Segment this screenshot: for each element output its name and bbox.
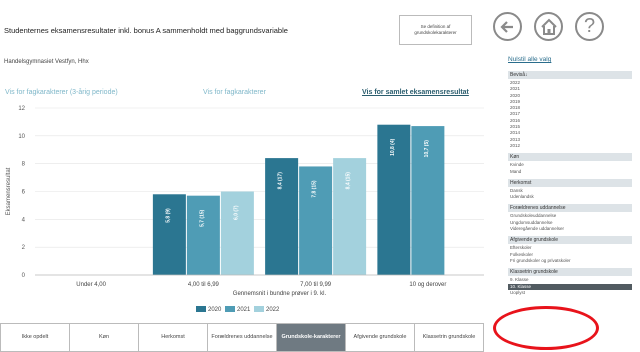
tab-samlet-eksamensresultat[interactable]: Vis for samlet eksamensresultat: [362, 89, 469, 96]
filter-group: Klassetrin grundskole 9. Klasse 10. Klasse…: [508, 268, 632, 296]
page-title: Studenternes eksamensresultater inkl. bo…: [4, 26, 288, 35]
filter-item[interactable]: 2012: [510, 142, 521, 148]
filter-group: Herkomst Dansk Udenlandsk: [508, 178, 632, 201]
filter-item[interactable]: Dansk: [510, 187, 523, 193]
filter-group-header: Klassetrin grundskole: [508, 268, 632, 277]
filter-item[interactable]: Udenlandsk: [510, 194, 534, 200]
bar-data-label: 7,8 (15): [312, 180, 318, 198]
filter-item[interactable]: 9. Klasse: [510, 277, 529, 283]
filter-item[interactable]: 2020: [510, 92, 521, 98]
filter-item[interactable]: Ungdomsuddannelse: [510, 219, 553, 225]
tab-foraeldrenes-uddannelse[interactable]: Forældrenes uddannelse: [207, 323, 276, 352]
filter-item[interactable]: Efterskoler: [510, 245, 532, 251]
filter-item[interactable]: 2017: [510, 111, 521, 117]
tab-fagkarakterer-3aar[interactable]: Vis for fagkarakterer (3-årig periode): [5, 89, 118, 96]
legend-entry: 2021: [237, 307, 251, 313]
y-tick-label: 2: [22, 245, 26, 251]
reset-filters-link[interactable]: Nulstil alle valg: [508, 56, 552, 63]
filter-group-header: Forældrenes uddannelse: [508, 204, 632, 213]
filter-item[interactable]: Uoplyst: [510, 289, 526, 295]
filter-item[interactable]: Mand: [510, 168, 522, 174]
filter-item[interactable]: 2013: [510, 136, 521, 142]
filter-item[interactable]: Grundskoleuddannelse: [510, 213, 557, 219]
x-tick-label: Under 4,00: [76, 282, 106, 288]
filter-item[interactable]: 10. Klasse: [508, 283, 632, 290]
bar-data-label: 6,0 (7): [233, 205, 239, 220]
bar: [299, 166, 333, 275]
filter-item[interactable]: Folkeskoler: [510, 251, 534, 257]
tab-koen[interactable]: Køn: [69, 323, 138, 352]
bar-chart: 0 2 4 6 8 10 12 Eksamensresultat Under 4,00 4,00 …: [6, 106, 484, 313]
y-tick-label: 12: [18, 106, 25, 112]
filter-sidebar: Nulstil alle valg Beviså↓ 2022 2021 2020 201…: [508, 56, 632, 300]
bar: [265, 158, 299, 275]
bar: [333, 158, 367, 275]
filter-item[interactable]: 2015: [510, 124, 521, 130]
bar: [152, 194, 186, 275]
institution-name: Handelsgymnasiet Vestfyn, Hhx: [4, 59, 89, 65]
y-tick-label: 8: [22, 162, 26, 168]
bar-data-label: 5,7 (15): [199, 209, 205, 227]
highlight-annotation: [493, 306, 599, 350]
filter-group: Beviså↓ 2022 2021 2020 2019 2018 2017 2016 2015 2…: [508, 71, 632, 149]
filter-item[interactable]: Kvinde: [510, 162, 524, 168]
tab-fagkarakterer[interactable]: Vis for fagkarakterer: [203, 89, 266, 96]
legend-entry: 2020: [208, 307, 222, 313]
bar-data-label: 8,4 (17): [278, 172, 284, 190]
filter-item[interactable]: 2019: [510, 98, 521, 104]
legend-swatch: [225, 306, 235, 312]
legend-entry: 2022: [266, 307, 280, 313]
back-arrow-icon[interactable]: [493, 12, 522, 41]
filter-group-header: Afgivende grundskole: [508, 236, 632, 245]
tab-grundskolekarakterer[interactable]: Grundskole-karakterer: [276, 323, 345, 352]
bar: [411, 126, 445, 275]
x-tick-label: 10 og derover: [409, 282, 446, 288]
tab-herkomst[interactable]: Herkomst: [138, 323, 207, 352]
bar-data-label: 10,8 (4): [390, 138, 396, 156]
x-axis-title: Gennemsnit i bundne prøver i 9. kl.: [233, 291, 327, 297]
filter-group-header: Beviså↓: [508, 71, 632, 79]
x-tick-label: 4,00 til 6,99: [188, 282, 220, 288]
filter-item[interactable]: 2022: [510, 80, 521, 85]
filter-group: Afgivende grundskole Efterskoler Folkeskol…: [508, 236, 632, 264]
bar: [186, 195, 220, 275]
home-icon[interactable]: [534, 12, 563, 41]
filter-item[interactable]: Fri grundskoler og privatskoler: [510, 257, 571, 263]
legend-swatch: [254, 306, 264, 312]
bar-data-label: 5,8 (9): [165, 208, 171, 223]
filter-group-header: Køn: [508, 153, 632, 162]
y-tick-label: 6: [22, 190, 26, 196]
help-icon[interactable]: ?: [575, 12, 604, 41]
y-tick-label: 10: [18, 134, 25, 140]
x-tick-label: 7,00 til 9,99: [300, 282, 332, 288]
bar-data-label: 10,7 (5): [424, 140, 430, 158]
definition-button[interactable]: Se definition af grundskolekarakterer: [399, 15, 472, 45]
bar-data-label: 8,4 (15): [346, 172, 352, 190]
bar: [220, 191, 254, 275]
tab-afgivende-grundskole[interactable]: Afgivende grundskole: [345, 323, 414, 352]
filter-item[interactable]: Videregående uddannelser: [510, 226, 564, 232]
y-tick-label: 0: [22, 273, 26, 279]
legend-swatch: [196, 306, 206, 312]
filter-item[interactable]: 2018: [510, 105, 521, 111]
filter-item[interactable]: 2021: [510, 86, 521, 92]
filter-group: Køn Kvinde Mand: [508, 153, 632, 175]
tab-klassetrin-grundskole[interactable]: Klassetrin grundskole: [414, 323, 484, 352]
filter-item[interactable]: 2016: [510, 117, 521, 123]
filter-group-header: Herkomst: [508, 178, 632, 187]
y-tick-label: 4: [22, 217, 26, 223]
filter-item[interactable]: 2014: [510, 130, 521, 136]
y-axis-title: Eksamensresultat: [6, 167, 12, 215]
filter-group: Forældrenes uddannelse Grundskoleuddannel…: [508, 204, 632, 232]
breakdown-tabs: Ikke opdelt Køn Herkomst Forældrenes udd…: [0, 323, 484, 352]
bar: [377, 124, 411, 275]
tab-ikke-opdelt[interactable]: Ikke opdelt: [0, 323, 69, 352]
